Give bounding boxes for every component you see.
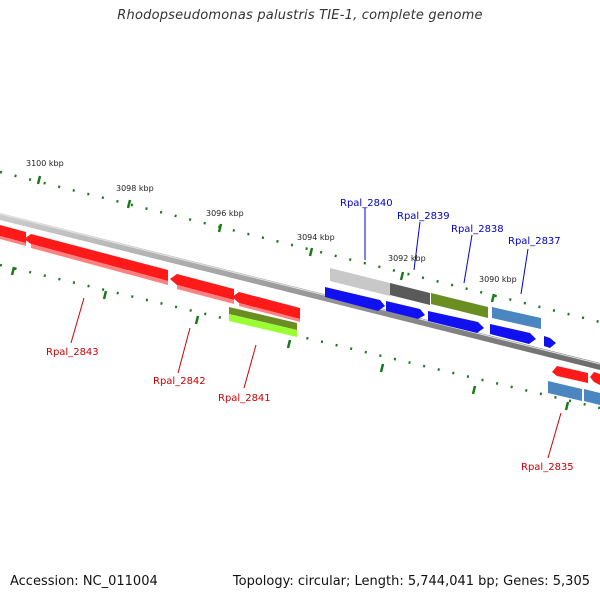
scale-labels: 3100 kbp 3098 kbp 3096 kbp 3094 kbp 3092… bbox=[26, 159, 517, 284]
gene-arrow-red bbox=[590, 372, 600, 385]
major-tick bbox=[379, 363, 385, 373]
genome-summary-text: Topology: circular; Length: 5,744,041 bp… bbox=[232, 574, 590, 589]
forward-label-lines bbox=[364, 208, 529, 295]
gene-block-dark-gray bbox=[390, 283, 430, 305]
outer-ring-dots bbox=[0, 170, 600, 324]
reverse-gene-labels: Rpal_2843 Rpal_2842 Rpal_2841 Rpal_2835 bbox=[46, 347, 574, 473]
gene-block-steel bbox=[584, 389, 600, 405]
major-tick bbox=[217, 223, 223, 233]
forward-gene-labels: Rpal_2840 Rpal_2839 Rpal_2838 Rpal_2837 bbox=[340, 198, 561, 247]
gene-label: Rpal_2838 bbox=[451, 224, 504, 235]
outer-scale-ring bbox=[0, 170, 600, 324]
scale-label: 3100 kbp bbox=[26, 159, 64, 168]
scale-label: 3090 kbp bbox=[479, 275, 517, 284]
forward-feature-blocks bbox=[330, 268, 541, 329]
scale-label: 3098 kbp bbox=[116, 184, 154, 193]
gene-block-lime bbox=[229, 314, 297, 337]
label-connector bbox=[413, 221, 421, 271]
label-connector bbox=[177, 327, 191, 374]
gene-arrow-red-shade bbox=[239, 303, 300, 322]
gene-arrow-red-shade bbox=[177, 285, 234, 304]
scale-label: 3094 kbp bbox=[297, 233, 335, 242]
forward-genes-blue bbox=[325, 287, 556, 348]
gene-rpal-2841 bbox=[229, 307, 297, 337]
gene-block-olive bbox=[229, 307, 297, 330]
label-connector bbox=[520, 248, 529, 295]
gene-label: Rpal_2837 bbox=[508, 236, 561, 247]
gene-arrow-red bbox=[232, 292, 300, 319]
gene-arrow-red bbox=[170, 274, 234, 300]
gene-block-steel bbox=[492, 307, 541, 329]
inner-major-ticks bbox=[10, 266, 570, 411]
gene-arrow-blue bbox=[544, 336, 556, 348]
gene-label: Rpal_2835 bbox=[521, 462, 574, 473]
major-tick bbox=[126, 199, 132, 209]
gene-arrow-red-shade bbox=[0, 236, 26, 246]
label-connector bbox=[547, 412, 562, 459]
gene-label: Rpal_2840 bbox=[340, 198, 393, 209]
major-tick bbox=[102, 290, 108, 300]
gene-label: Rpal_2841 bbox=[218, 393, 271, 404]
gene-label: Rpal_2843 bbox=[46, 347, 99, 358]
gene-arrow-red bbox=[24, 234, 168, 281]
major-tick bbox=[308, 247, 314, 257]
label-connector bbox=[243, 344, 257, 389]
outer-major-ticks bbox=[36, 175, 496, 303]
gene-arrow-blue bbox=[428, 311, 484, 333]
gene-arrow-blue bbox=[325, 287, 385, 311]
gene-block-steel bbox=[548, 381, 582, 401]
major-tick bbox=[490, 293, 496, 303]
genome-backbone bbox=[0, 213, 600, 370]
major-tick bbox=[564, 401, 570, 411]
gene-arrow-red bbox=[0, 225, 26, 243]
accession-text: Accession: NC_011004 bbox=[10, 574, 158, 589]
scale-label: 3096 kbp bbox=[206, 209, 244, 218]
right-edge-genes bbox=[548, 366, 600, 405]
major-tick bbox=[471, 385, 477, 395]
reverse-label-lines bbox=[70, 297, 562, 459]
gene-arrow-red-shade bbox=[31, 244, 168, 285]
gene-arrow-red bbox=[552, 366, 588, 383]
label-connector bbox=[463, 234, 473, 284]
major-tick bbox=[36, 175, 42, 185]
major-tick bbox=[194, 315, 200, 325]
reverse-genes-left bbox=[0, 225, 300, 322]
gene-block-light-gray bbox=[330, 268, 390, 296]
scale-label: 3092 kbp bbox=[388, 254, 426, 263]
major-tick bbox=[10, 266, 16, 276]
backbone-highlight bbox=[0, 213, 600, 365]
major-tick bbox=[286, 339, 292, 349]
backbone-band bbox=[0, 213, 600, 370]
major-tick bbox=[399, 271, 405, 281]
label-connector bbox=[70, 297, 85, 344]
title: Rhodopseudomonas palustris TIE-1, comple… bbox=[117, 8, 483, 23]
gene-label: Rpal_2842 bbox=[153, 376, 206, 387]
gene-arrow-blue bbox=[490, 324, 536, 344]
gene-arrow-blue bbox=[386, 301, 425, 319]
gene-block-olive bbox=[431, 293, 488, 318]
gene-label: Rpal_2839 bbox=[397, 211, 450, 222]
